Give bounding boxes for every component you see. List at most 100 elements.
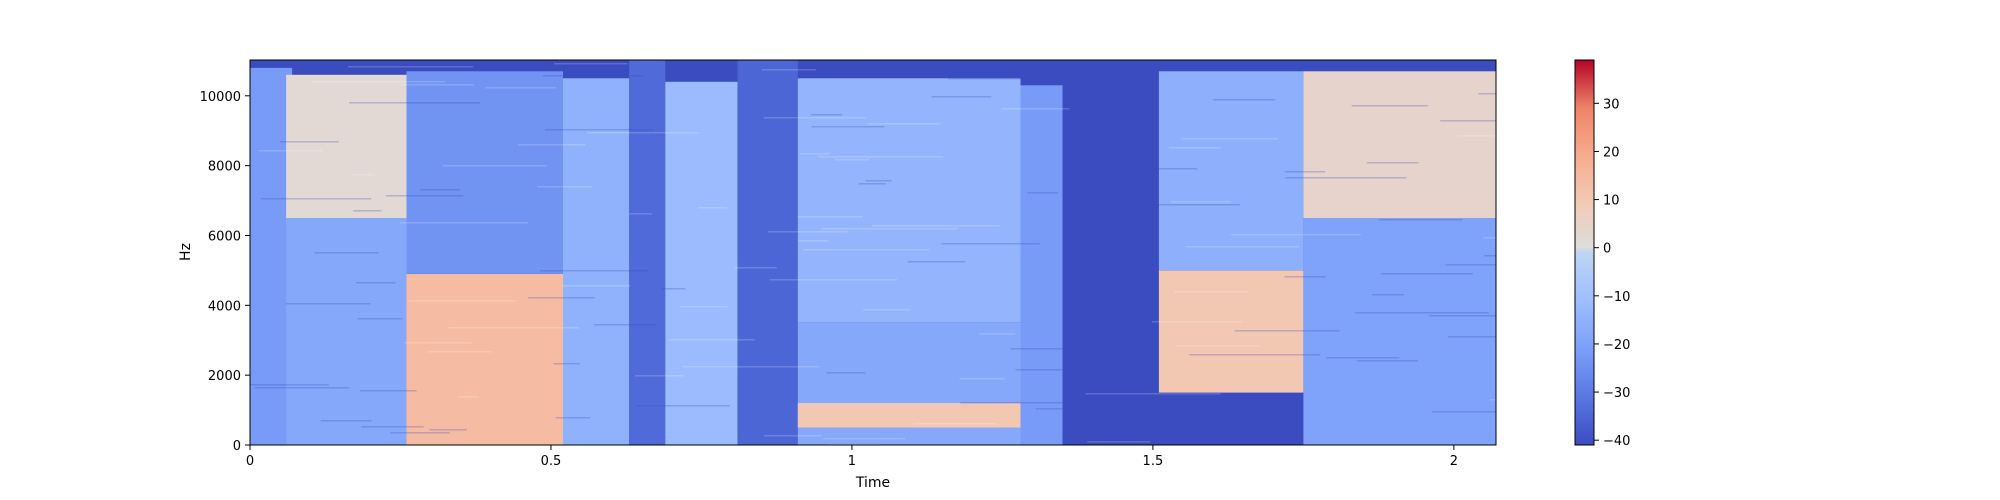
spectrogram-streak [1448, 336, 1496, 338]
spectrogram-streak [429, 429, 467, 431]
spectrogram-region [797, 78, 1021, 323]
spectrogram-region [1158, 71, 1304, 271]
spectrogram-streak [1366, 162, 1419, 164]
spectrogram-streak [1355, 312, 1489, 314]
spectrogram-streak [1176, 345, 1260, 347]
spectrogram-streak [767, 231, 848, 233]
spectrogram-streak [442, 165, 548, 167]
spectrogram-streak [357, 318, 403, 320]
spectrogram-streak [356, 282, 396, 284]
spectrogram-streak [1326, 357, 1400, 359]
spectrogram-streak [871, 225, 1001, 227]
spectrogram-streak [399, 222, 528, 224]
spectrogram-texture [250, 60, 1496, 445]
colorbar-ticks: −40 −30 −20 −10 0 10 20 30 [1594, 97, 1630, 449]
spectrogram-streak [1213, 99, 1276, 101]
spectrogram-streak [1189, 354, 1321, 356]
colorbar-tick-label: −30 [1603, 386, 1630, 401]
spectrogram-streak [1428, 315, 1496, 317]
y-tick-label: 0 [233, 439, 241, 454]
spectrogram-streak [811, 114, 842, 116]
spectrogram-streak [1185, 246, 1300, 248]
spectrogram-streak [1093, 258, 1134, 260]
spectrogram-plot [249, 59, 1497, 446]
spectrogram-streak [1174, 291, 1249, 293]
spectrogram-streak [353, 210, 382, 212]
spectrogram-streak [1087, 441, 1151, 443]
x-tick-label: 1 [848, 454, 856, 469]
spectrogram-region [406, 273, 563, 445]
spectrogram-streak [320, 420, 372, 422]
spectrogram-streak [682, 366, 820, 368]
plot-frame [249, 59, 1497, 446]
spectrogram-streak [764, 435, 822, 437]
spectrogram-streak [312, 81, 446, 83]
spectrogram-streak [1440, 120, 1496, 122]
spectrogram-streak [420, 189, 461, 191]
y-tick-label: 4000 [208, 299, 241, 314]
y-axis-label: Hz [178, 243, 194, 261]
spectrogram-streak [404, 342, 472, 344]
spectrogram-cells [250, 60, 1496, 445]
spectrogram-streak [1027, 192, 1058, 194]
spectrogram-streak [426, 351, 492, 353]
colorbar-tick-label: 30 [1603, 97, 1620, 112]
spectrogram-streak [1234, 330, 1340, 332]
spectrogram-streak [347, 66, 474, 68]
spectrogram-streak [351, 174, 375, 176]
spectrogram-region [797, 403, 1021, 428]
spectrogram-streak [941, 243, 1040, 245]
spectrogram-streak [1010, 348, 1077, 350]
spectrogram-region [286, 218, 407, 445]
spectrogram-region [1303, 71, 1496, 218]
spectrogram-streak [1001, 108, 1070, 110]
x-tick-label: 0 [246, 454, 254, 469]
spectrogram-streak [734, 267, 777, 269]
spectrogram-streak [1484, 255, 1496, 257]
spectrogram-streak [867, 123, 941, 125]
spectrogram-streak [858, 183, 887, 185]
spectrogram-streak [865, 180, 892, 182]
spectrogram-streak [542, 75, 644, 77]
spectrogram-streak [555, 417, 591, 419]
spectrogram-streak [518, 144, 586, 146]
spectrogram-streak [661, 288, 686, 290]
spectrogram-streak [1170, 201, 1232, 203]
spectrogram-streak [544, 129, 655, 131]
spectrogram-streak [349, 102, 481, 104]
spectrogram-streak [314, 252, 379, 254]
spectrogram-streak [250, 384, 329, 386]
spectrogram-streak [1087, 90, 1141, 92]
spectrogram-region [1020, 85, 1063, 445]
spectrogram-streak [562, 285, 631, 287]
spectrogram-streak [537, 186, 593, 188]
spectrogram-streak [960, 402, 1090, 404]
spectrogram-streak [1456, 135, 1496, 137]
spectrogram-streak [554, 63, 628, 65]
spectrogram-region [1062, 60, 1159, 445]
colorbar-tick-label: −20 [1603, 338, 1630, 353]
spectrogram-streak [634, 375, 684, 377]
spectrogram-streak [931, 96, 992, 98]
y-tick-label: 2000 [208, 369, 241, 384]
spectrogram-streak [1063, 111, 1100, 113]
spectrogram-region [1303, 218, 1496, 445]
spectrogram-streak [1381, 273, 1473, 275]
spectrogram-streak [1483, 237, 1496, 239]
spectrogram-streak [861, 60, 949, 62]
spectrogram-streak [1072, 168, 1198, 170]
spectrogram-streak [1099, 414, 1205, 416]
spectrogram-streak [1478, 93, 1496, 95]
spectrogram-streak [1356, 360, 1419, 362]
colorbar-tick-label: −10 [1603, 290, 1630, 305]
colorbar-tick-label: −40 [1603, 434, 1630, 449]
spectrogram-streak [390, 432, 450, 434]
spectrogram-streak [636, 405, 730, 407]
spectrogram-streak [821, 228, 958, 230]
spectrogram-streak [679, 306, 728, 308]
y-tick-label: 8000 [208, 160, 241, 175]
spectrogram-streak [400, 84, 474, 86]
colorbar-tick-label: 10 [1603, 194, 1620, 209]
x-axis-label: Time [855, 475, 890, 491]
spectrogram-streak [360, 390, 417, 392]
